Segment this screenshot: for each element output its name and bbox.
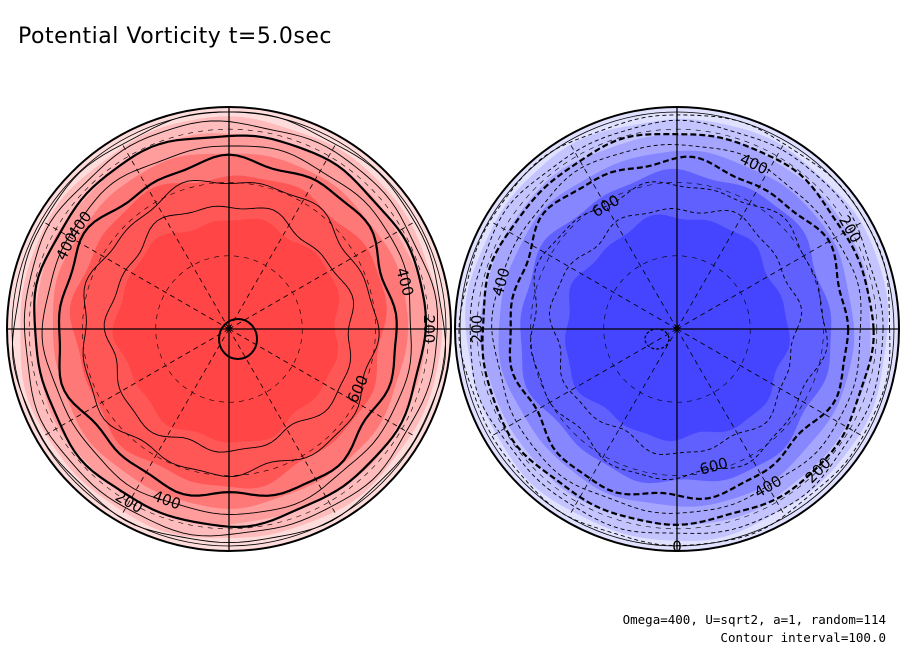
parameter-footer: Omega=400, U=sqrt2, a=1, random=114 <box>622 612 886 627</box>
north-pole-marker: * <box>225 320 233 338</box>
south-contour-label: 200 <box>468 315 486 344</box>
south-pole-marker: * <box>673 320 681 338</box>
contour-interval-footer: Contour interval=100.0 <box>720 630 886 645</box>
north-boundary-circle <box>6 106 452 552</box>
north-contour-label: 200 <box>420 315 438 344</box>
south-contour-label: 0 <box>672 538 682 556</box>
south-boundary-circle <box>454 106 900 552</box>
north-pole-contour <box>218 318 258 360</box>
north-inner-boundary-circle <box>11 111 447 547</box>
plot-title: Potential Vorticity t=5.0sec <box>18 24 332 49</box>
south-contour-line <box>530 181 828 480</box>
south-contour-line <box>458 114 891 547</box>
south-inner-boundary-circle <box>459 111 895 547</box>
